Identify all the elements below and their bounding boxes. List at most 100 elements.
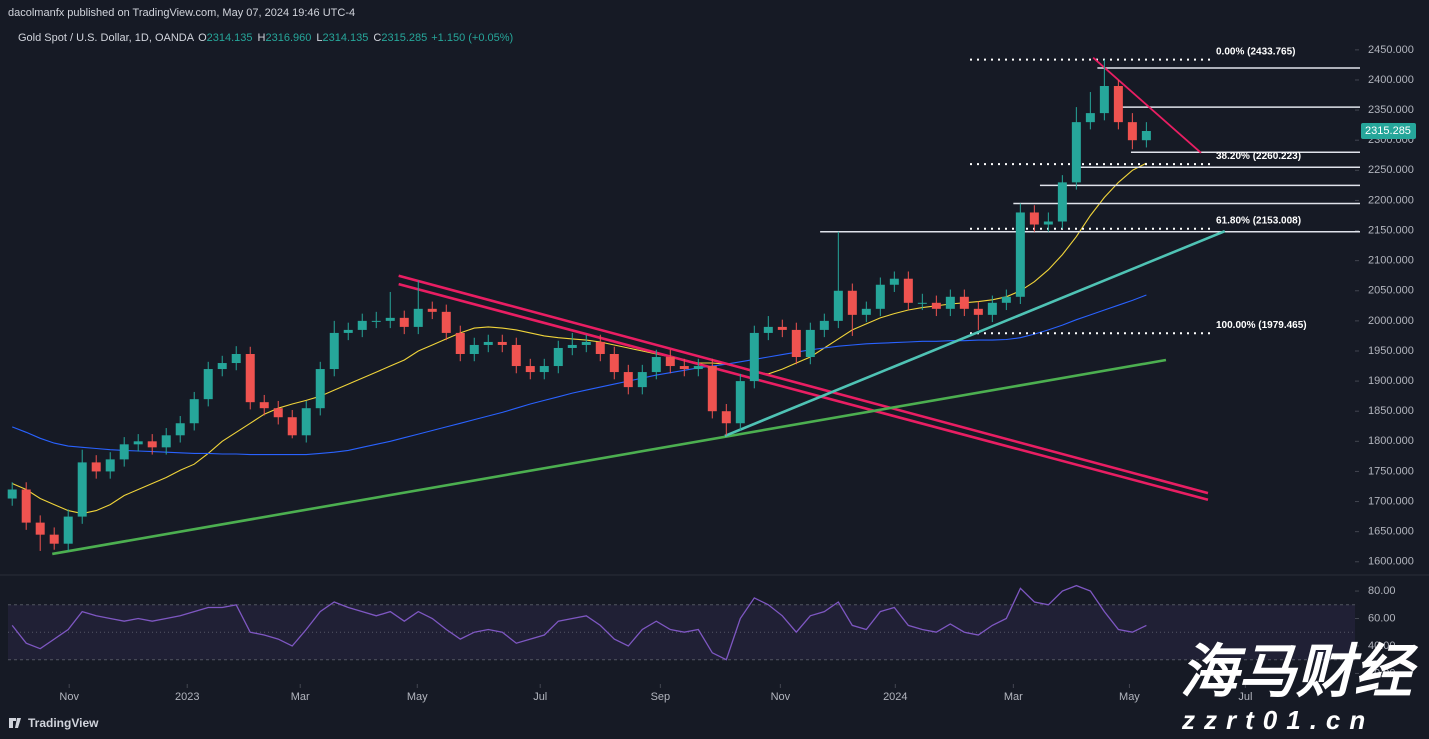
y-tick-label: 2150.000 <box>1368 224 1414 236</box>
candle-body <box>581 341 591 345</box>
candle-body <box>245 353 255 403</box>
candle-body <box>35 522 45 535</box>
candle-body <box>161 435 171 448</box>
price-tag-label: 2315.285 <box>1365 125 1411 137</box>
watermark-url: zzrt01.cn <box>1181 705 1374 735</box>
candle-body <box>735 381 745 424</box>
candle-body <box>987 302 997 315</box>
rsi-tick-label: 40.00 <box>1368 640 1396 652</box>
y-tick-label: 1850.000 <box>1368 405 1414 417</box>
candle-body <box>189 399 199 424</box>
candle-body <box>833 290 843 321</box>
x-tick-label: May <box>407 691 428 703</box>
candle-body <box>791 329 801 358</box>
candle-body <box>693 366 703 370</box>
candle-body <box>413 308 423 327</box>
x-tick-label: May <box>1119 691 1140 703</box>
candle-body <box>343 329 353 333</box>
moving-average <box>11 162 1147 515</box>
candle-body <box>609 353 619 373</box>
quote-part: Gold Spot / U.S. Dollar, 1D, OANDA <box>18 32 195 44</box>
candle-body <box>371 320 381 322</box>
y-tick-label: 1700.000 <box>1368 495 1414 507</box>
watermark: 海马财经 <box>1180 639 1419 704</box>
candle-body <box>931 302 941 309</box>
symbol-line: Gold Spot / U.S. Dollar, 1D, OANDA O2314.… <box>18 32 513 44</box>
candle-body <box>175 423 185 436</box>
candle-body <box>133 441 143 445</box>
candle-body <box>721 411 731 424</box>
x-tick-label: Nov <box>771 691 791 703</box>
candle-body <box>21 489 31 523</box>
candle-body <box>861 308 871 315</box>
trendline <box>398 274 1209 495</box>
quote-part: C <box>373 32 381 44</box>
candle-body <box>637 372 647 388</box>
candle-body <box>203 369 213 400</box>
x-tick-label: 2023 <box>175 691 199 703</box>
candle-body <box>1001 296 1011 303</box>
candle-body <box>91 462 101 472</box>
candle-body <box>427 308 437 312</box>
candle-body <box>329 332 339 370</box>
candle-body <box>679 366 689 370</box>
x-tick-label: Jul <box>1238 691 1252 703</box>
candle-body <box>315 369 325 409</box>
y-tick-label: 1650.000 <box>1368 526 1414 538</box>
price-tag <box>1361 123 1416 140</box>
candle-body <box>567 344 577 348</box>
candle-body <box>385 317 395 321</box>
candle-body <box>777 326 787 330</box>
candle-body <box>1057 182 1067 222</box>
y-tick-label: 2050.000 <box>1368 285 1414 297</box>
candle-body <box>623 372 633 388</box>
y-tick-label: 2100.000 <box>1368 255 1414 267</box>
x-tick-label: Mar <box>1004 691 1023 703</box>
candle-body <box>147 441 157 448</box>
candle-body <box>217 363 227 370</box>
candle-body <box>49 534 59 544</box>
candle-body <box>231 353 241 364</box>
candle-body <box>1099 86 1109 114</box>
y-tick-label: 1950.000 <box>1368 345 1414 357</box>
y-tick-label: 2400.000 <box>1368 74 1414 86</box>
quote-part: O <box>198 32 207 44</box>
candle-body <box>875 284 885 309</box>
y-tick-label: 2350.000 <box>1368 104 1414 116</box>
x-tick-label: Jul <box>533 691 547 703</box>
y-tick-label: 1800.000 <box>1368 435 1414 447</box>
candle-body <box>763 326 773 333</box>
x-tick-label: Sep <box>651 691 671 703</box>
candle-body <box>959 296 969 309</box>
y-tick-label: 1600.000 <box>1368 556 1414 568</box>
trendline <box>398 282 1209 501</box>
candle-body <box>749 332 759 382</box>
quote-part: 2314.135 <box>207 32 253 44</box>
candle-body <box>889 278 899 285</box>
candle-body <box>399 317 409 327</box>
candle-body <box>1141 131 1151 141</box>
candle-body <box>497 341 507 345</box>
quote-part: 2315.285 <box>381 32 427 44</box>
candle-body <box>441 311 451 333</box>
x-tick-label: Mar <box>291 691 310 703</box>
fib-label: 0.00% (2433.765) <box>1216 46 1296 57</box>
y-tick-label: 2200.000 <box>1368 194 1414 206</box>
y-tick-label: 1750.000 <box>1368 465 1414 477</box>
y-tick-label: 1900.000 <box>1368 375 1414 387</box>
candle-body <box>455 332 465 354</box>
y-tick-label: 2000.000 <box>1368 315 1414 327</box>
rsi-tick-label: 20.00 <box>1368 667 1396 679</box>
quote-part: L <box>316 32 322 44</box>
quote-part: 2314.135 <box>323 32 369 44</box>
candle-body <box>357 320 367 330</box>
candle-body <box>973 308 983 315</box>
candle-body <box>1029 212 1039 225</box>
candle-body <box>273 408 283 418</box>
candle-body <box>917 302 927 304</box>
candle-body <box>539 366 549 373</box>
candle-body <box>105 459 115 472</box>
x-tick-label: 2024 <box>883 691 907 703</box>
rsi-line <box>11 584 1147 661</box>
